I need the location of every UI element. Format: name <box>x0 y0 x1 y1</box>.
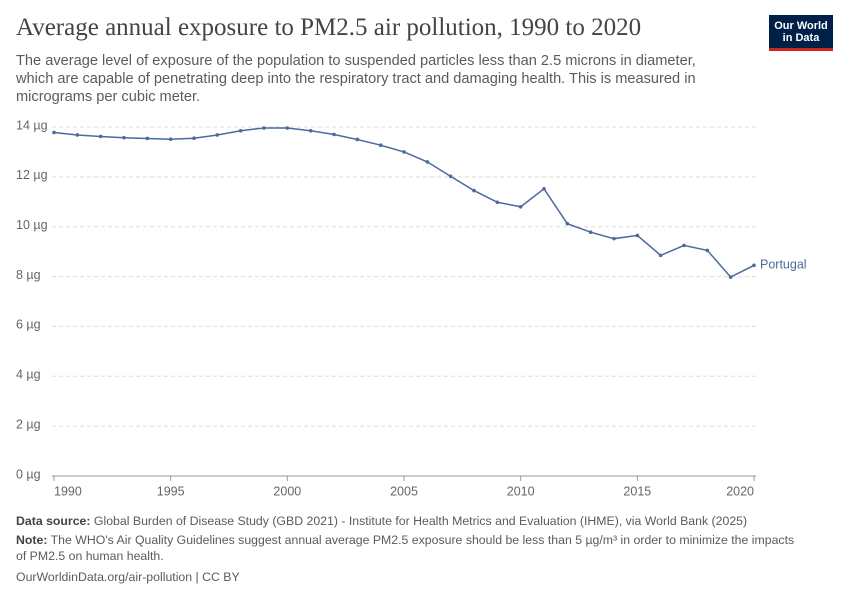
point <box>658 253 663 258</box>
logo[interactable]: Our World in Data <box>769 15 833 51</box>
point <box>612 236 616 241</box>
x-tick-label: 1995 <box>157 484 185 498</box>
point <box>75 133 80 137</box>
point <box>472 188 476 193</box>
point <box>518 204 523 209</box>
point <box>728 275 733 279</box>
point <box>215 133 220 137</box>
point <box>448 174 453 179</box>
point <box>332 132 336 137</box>
point <box>425 160 430 164</box>
point <box>705 248 710 253</box>
x-tick-label: 2005 <box>390 484 418 498</box>
point <box>402 150 406 154</box>
point <box>238 128 243 133</box>
y-tick-label: 0 µg <box>16 467 41 481</box>
point <box>565 221 570 226</box>
url[interactable]: OurWorldinData.org/air-pollution | CC BY <box>16 570 240 584</box>
point <box>308 128 313 133</box>
point <box>122 135 126 140</box>
y-tick-label: 12 µg <box>16 168 48 182</box>
point <box>752 263 756 268</box>
x-tick-label: 2010 <box>507 484 535 498</box>
point <box>635 233 640 238</box>
chart-subtitle: The average level of exposure of the pop… <box>16 53 696 105</box>
point <box>52 130 56 135</box>
point <box>262 126 266 130</box>
source: Data source: Global Burden of Disease St… <box>16 513 806 529</box>
point <box>355 137 360 142</box>
point <box>98 134 103 139</box>
point <box>682 243 686 248</box>
source-label: Data source: <box>16 514 91 528</box>
x-tick-label: 1990 <box>54 484 82 498</box>
point <box>588 230 593 234</box>
x-tick-label: 2020 <box>726 484 754 498</box>
y-tick-label: 10 µg <box>16 218 48 232</box>
y-tick-label: 2 µg <box>16 417 41 431</box>
point <box>168 137 173 142</box>
point <box>495 200 500 205</box>
point <box>192 136 196 141</box>
y-tick-label: 8 µg <box>16 268 41 282</box>
point <box>145 136 150 141</box>
note-label: Note: <box>16 533 48 547</box>
point <box>378 143 383 147</box>
note: Note: The WHO's Air Quality Guidelines s… <box>16 532 806 564</box>
point <box>285 126 290 130</box>
x-tick-label: 2000 <box>273 484 301 498</box>
source-text: Global Burden of Disease Study (GBD 2021… <box>93 514 748 528</box>
series-label: Portugal <box>760 258 807 272</box>
note-text: The WHO's Air Quality Guidelines suggest… <box>16 533 795 563</box>
y-tick-label: 6 µg <box>16 318 41 332</box>
y-tick-label: 4 µg <box>16 368 41 382</box>
x-tick-label: 2015 <box>623 484 651 498</box>
chart-title: Average annual exposure to PM2.5 air pol… <box>16 14 642 41</box>
y-tick-label: 14 µg <box>16 118 48 132</box>
point <box>542 187 546 191</box>
